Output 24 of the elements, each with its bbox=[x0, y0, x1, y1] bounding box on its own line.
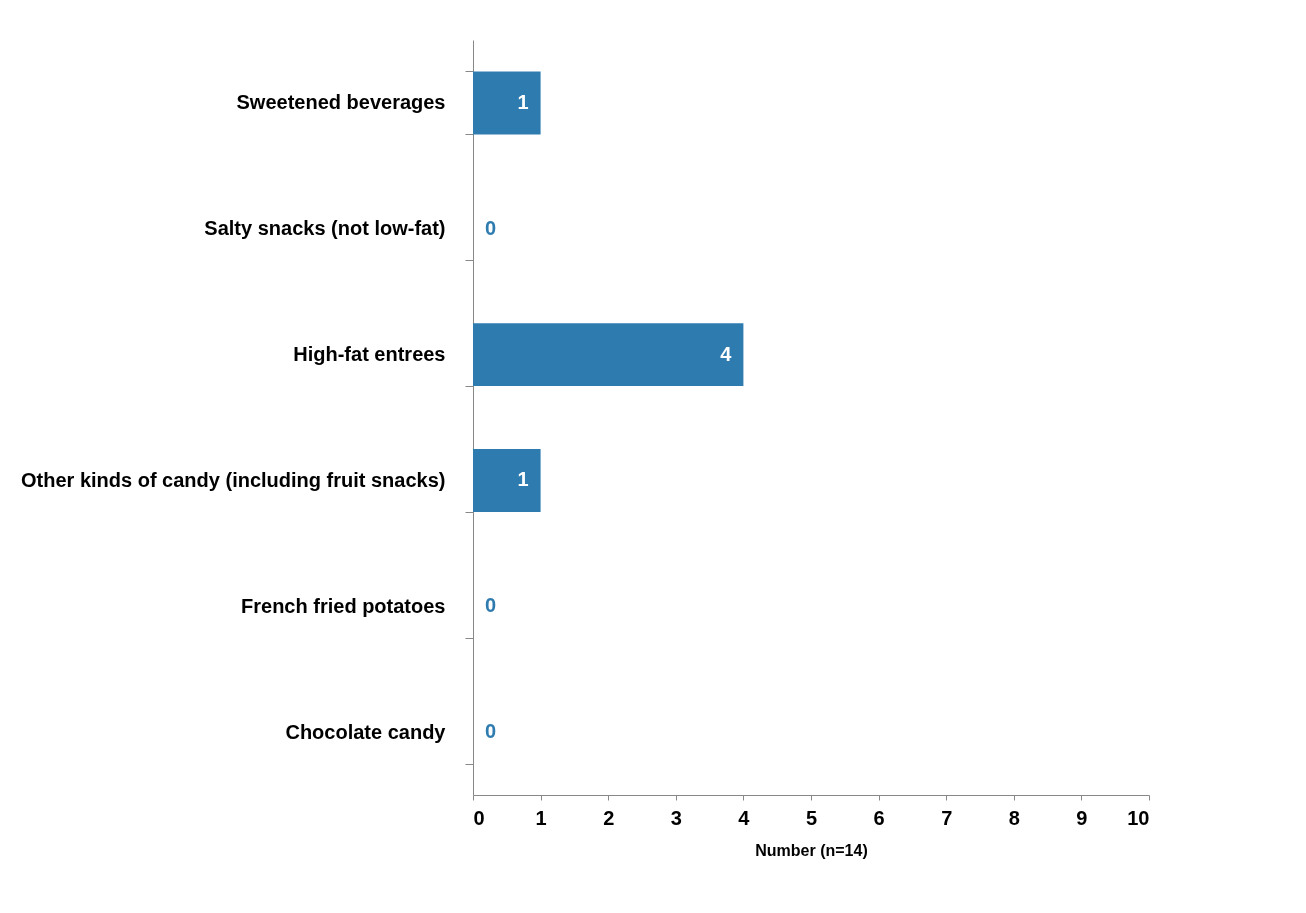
y-tick-label: French fried potatoes bbox=[241, 594, 446, 617]
x-tick-label: 3 bbox=[670, 806, 682, 829]
data-label: 4 bbox=[720, 342, 733, 365]
data-label: 1 bbox=[517, 90, 529, 113]
data-label: 1 bbox=[517, 468, 529, 491]
y-tick-label: Chocolate candy bbox=[285, 720, 447, 743]
x-tick-label: 4 bbox=[738, 806, 751, 829]
data-label: 0 bbox=[485, 594, 497, 617]
x-tick-label: 9 bbox=[1076, 806, 1088, 829]
x-tick-label: 10 bbox=[1127, 806, 1150, 829]
x-tick-label: 1 bbox=[535, 806, 547, 829]
x-tick-label: 7 bbox=[941, 806, 953, 829]
x-tick-label: 0 bbox=[473, 806, 485, 829]
x-tick-label: 6 bbox=[873, 806, 885, 829]
y-tick-label: Other kinds of candy (including fruit snacks) bbox=[20, 468, 446, 491]
data-label: 0 bbox=[485, 216, 497, 239]
data-label: 0 bbox=[485, 720, 497, 743]
x-tick-label: 5 bbox=[805, 806, 818, 829]
y-tick-label: Sweetened beverages bbox=[236, 91, 446, 114]
y-tick-label: Salty snacks (not low-fat) bbox=[204, 217, 446, 240]
x-tick-label: 8 bbox=[1008, 806, 1020, 829]
x-axis-title: Number (n=14) bbox=[755, 841, 868, 859]
x-tick-label: 2 bbox=[603, 806, 615, 829]
y-tick-label: High-fat entrees bbox=[293, 343, 446, 366]
